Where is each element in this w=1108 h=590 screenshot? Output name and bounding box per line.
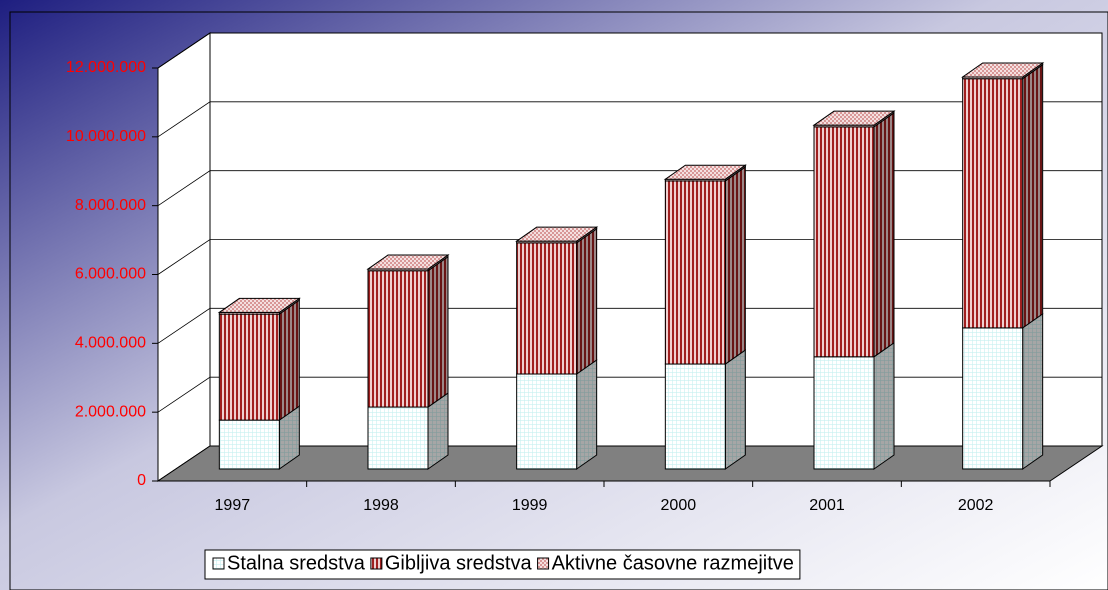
bar	[664, 180, 726, 365]
y-tick-label: 2.000.000	[75, 403, 146, 420]
bar-side-shade	[1022, 64, 1043, 328]
x-tick-label: 1999	[512, 497, 548, 514]
bar-top	[217, 297, 301, 313]
legend-box	[204, 549, 801, 580]
bar-side-shade	[576, 360, 597, 469]
bar	[962, 327, 1024, 470]
legend-label: Gibljiva sredstva	[385, 552, 533, 574]
chart-frame	[9, 11, 1108, 590]
bar-top	[515, 226, 599, 242]
y-tick-label: 12.000.000	[66, 59, 146, 76]
bar-top	[663, 164, 747, 180]
y-tick-label: 8.000.000	[75, 197, 146, 214]
bar	[367, 270, 429, 408]
legend-swatch	[212, 557, 225, 570]
grid-line	[157, 101, 1102, 138]
bar-side-shade	[874, 342, 894, 469]
bar	[813, 356, 875, 470]
legend-swatch	[537, 557, 550, 570]
legend-label: Aktivne časovne razmejitve	[552, 552, 794, 574]
grid-line	[157, 239, 1102, 275]
legend-swatch	[370, 557, 383, 570]
bar-side-shade	[725, 350, 746, 469]
bar	[962, 78, 1024, 329]
bar	[367, 406, 429, 470]
bar	[516, 242, 578, 375]
legend-label: Stalna sredstva	[227, 552, 366, 574]
x-tick-label: 2000	[661, 497, 697, 514]
grid-line	[157, 307, 1102, 344]
x-tick-label: 2002	[958, 497, 994, 514]
grid-line	[157, 32, 1102, 69]
bar-side-shade	[1022, 313, 1043, 469]
y-tick-label: 10.000.000	[66, 128, 146, 145]
grid-line	[157, 170, 1102, 206]
bar	[218, 419, 280, 470]
y-tick-label: 4.000.000	[75, 335, 146, 352]
bar	[664, 363, 726, 470]
bar-side-shade	[576, 228, 597, 375]
bar-side-shade	[279, 406, 300, 469]
bar-side-shade	[725, 166, 746, 365]
bar	[813, 126, 875, 358]
bar-side-shade	[428, 256, 448, 408]
bar	[516, 373, 578, 470]
y-tick-label: 6.000.000	[75, 266, 146, 283]
bar-top	[812, 110, 896, 126]
bar-top	[961, 62, 1045, 78]
bar-top	[366, 254, 450, 270]
legend: Stalna sredstva Gibljiva sredstva Aktivne …	[204, 549, 801, 580]
x-tick-label: 2001	[809, 497, 845, 514]
bar-side-shade	[874, 112, 894, 357]
bar	[218, 313, 280, 421]
bar-side-shade	[279, 300, 300, 421]
grid-line	[157, 376, 1102, 413]
x-tick-label: 1998	[363, 497, 399, 514]
bar-side-shade	[428, 393, 448, 469]
x-tick-label: 1997	[215, 497, 251, 514]
y-tick-label: 0	[137, 472, 146, 489]
